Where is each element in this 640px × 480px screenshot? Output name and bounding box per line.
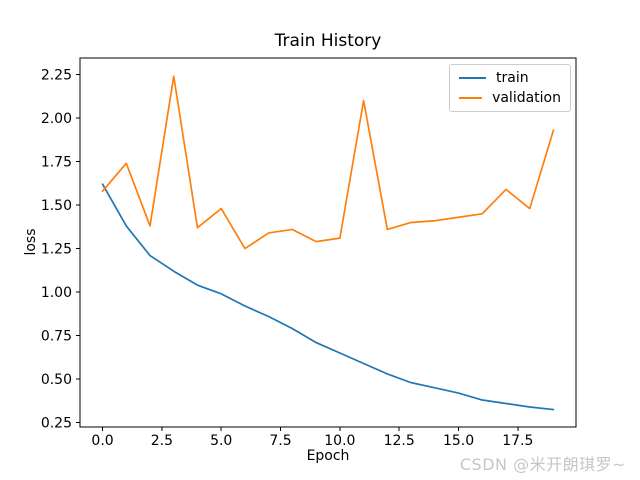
legend-entry-validation: validation xyxy=(459,90,561,106)
validation-line-swatch xyxy=(459,96,483,99)
y-axis-label: loss xyxy=(23,228,39,256)
y-tick-label: 2.25 xyxy=(41,67,72,83)
x-tick-label: 12.5 xyxy=(384,433,415,449)
train-line xyxy=(101,183,555,411)
y-tick-label: 1.75 xyxy=(41,154,72,170)
legend-entry-train: train xyxy=(459,70,561,86)
x-tick-label: 7.5 xyxy=(269,433,291,449)
x-axis-label: Epoch xyxy=(306,448,350,464)
x-tick-label: 10.0 xyxy=(324,433,355,449)
train-line-swatch xyxy=(459,77,486,80)
y-tick-label: 0.50 xyxy=(41,372,72,388)
x-tick-label: 5.0 xyxy=(210,433,232,449)
legend-label-train: train xyxy=(496,70,529,87)
y-tick-label: 0.75 xyxy=(41,329,72,345)
y-tick-label: 1.25 xyxy=(41,241,72,257)
x-tick-label: 2.5 xyxy=(151,433,173,449)
axes-spines xyxy=(79,57,577,428)
x-tick-label: 0.0 xyxy=(91,433,113,449)
watermark: CSDN @米开朗琪罗~ xyxy=(459,455,626,474)
y-tick-label: 2.00 xyxy=(41,111,72,127)
y-tick-label: 1.50 xyxy=(41,198,72,214)
validation-line xyxy=(101,75,555,250)
legend: train validation xyxy=(449,64,571,112)
y-tick-label: 0.25 xyxy=(41,416,72,432)
legend-label-validation: validation xyxy=(492,89,561,106)
x-tick-label: 17.5 xyxy=(502,433,533,449)
y-tick-label: 1.00 xyxy=(41,285,72,301)
chart-title: Train History xyxy=(274,31,382,51)
x-tick-label: 15.0 xyxy=(443,433,474,449)
